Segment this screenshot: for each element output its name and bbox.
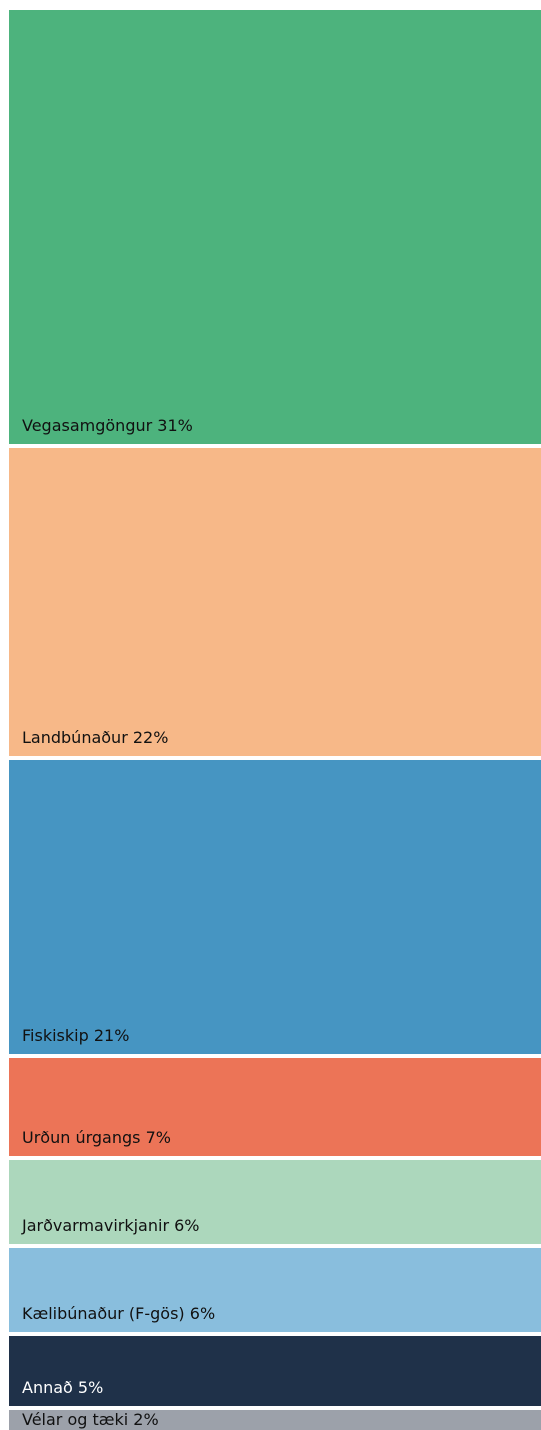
treemap-cell (9, 1058, 541, 1156)
cell-value: 5% (78, 1378, 103, 1397)
cell-name: Kælibúnaður (F-gös) (22, 1304, 185, 1323)
cell-name: Annað (22, 1378, 73, 1397)
cell-value: 7% (146, 1128, 171, 1147)
treemap-cell (9, 1336, 541, 1406)
cell-value: 6% (190, 1304, 215, 1323)
cell-value: 21% (94, 1026, 130, 1045)
treemap-cell (9, 1410, 541, 1430)
cell-name: Fiskiskip (22, 1026, 89, 1045)
cell-label: Fiskiskip 21% (22, 1026, 129, 1045)
cell-name: Landbúnaður (22, 728, 128, 747)
treemap-cell (9, 1160, 541, 1244)
cell-name: Vélar og tæki (22, 1410, 128, 1429)
cell-value: 31% (157, 416, 193, 435)
cell-value: 22% (133, 728, 169, 747)
treemap-cell (9, 448, 541, 756)
treemap-cell (9, 10, 541, 444)
cell-label: Kælibúnaður (F-gös) 6% (22, 1304, 215, 1323)
cell-label: Vélar og tæki 2% (22, 1410, 159, 1429)
cell-name: Vegasamgöngur (22, 416, 153, 435)
cell-label: Vegasamgöngur 31% (22, 416, 193, 435)
cell-name: Urðun úrgangs (22, 1128, 140, 1147)
treemap-cell (9, 760, 541, 1054)
cell-label: Jarðvarmavirkjanir 6% (21, 1216, 200, 1235)
cell-label: Annað 5% (22, 1378, 103, 1397)
cell-value: 6% (174, 1216, 199, 1235)
treemap-cell (9, 1248, 541, 1332)
cell-label: Urðun úrgangs 7% (22, 1128, 171, 1147)
cell-value: 2% (133, 1410, 158, 1429)
cell-label: Landbúnaður 22% (22, 728, 168, 747)
cell-name: Jarðvarmavirkjanir (21, 1216, 169, 1235)
